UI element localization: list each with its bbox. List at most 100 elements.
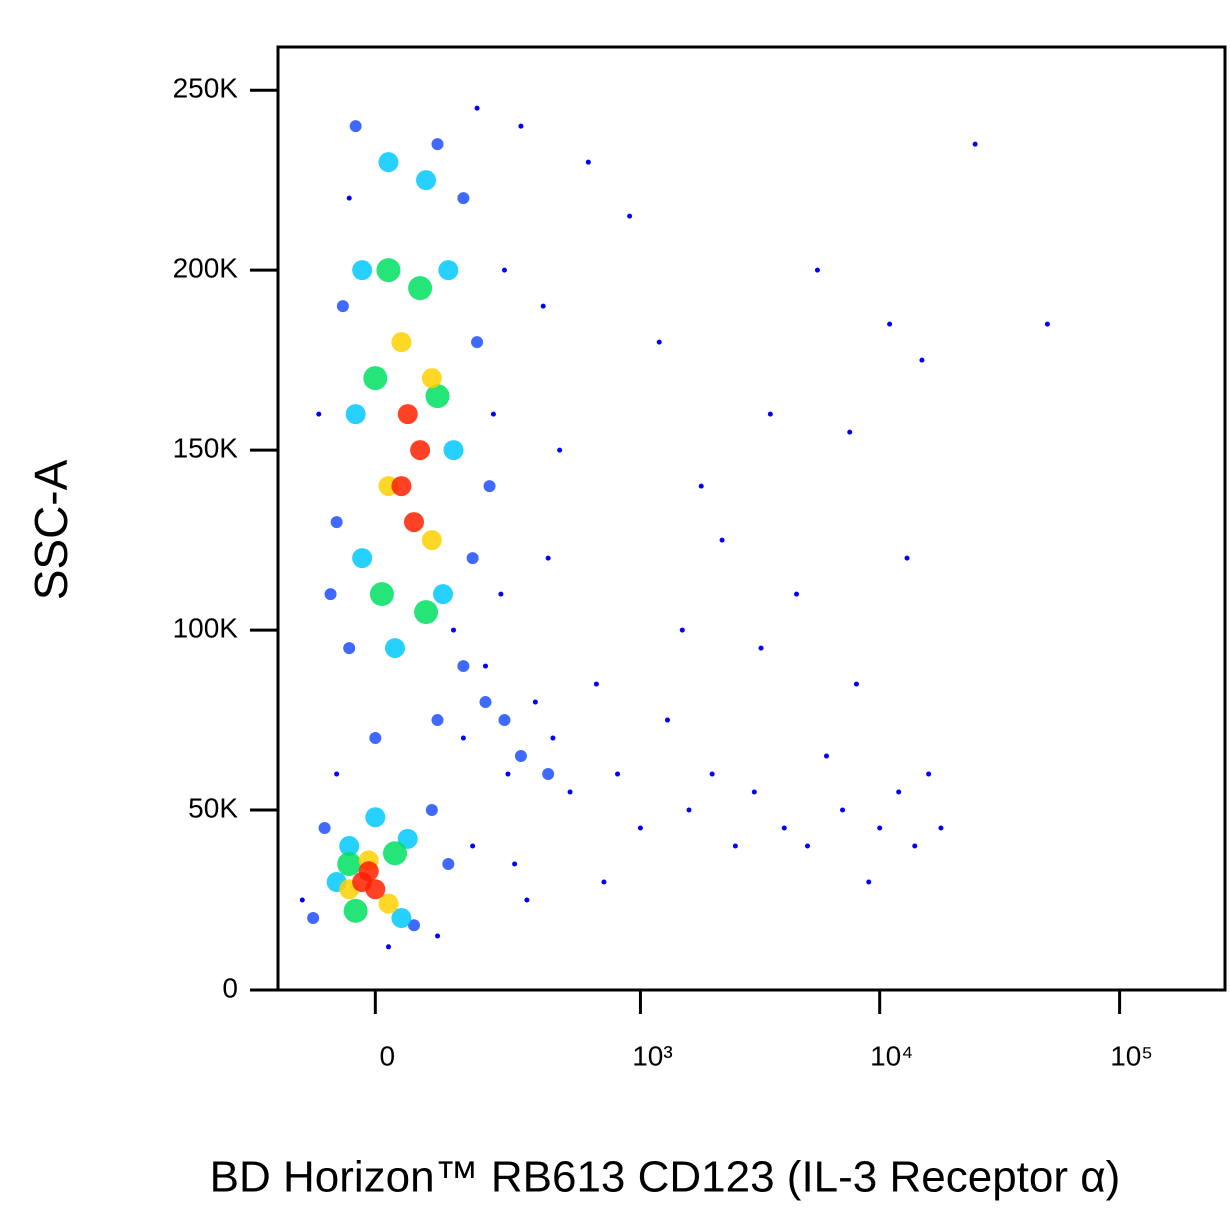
data-point bbox=[698, 483, 704, 489]
data-point bbox=[557, 447, 563, 453]
data-point bbox=[679, 627, 685, 633]
data-point bbox=[471, 336, 484, 349]
data-point bbox=[460, 735, 466, 741]
x-axis-label: BD Horizon™ RB613 CD123 (IL-3 Receptor α… bbox=[210, 1153, 1121, 1202]
data-point bbox=[346, 195, 352, 201]
data-point bbox=[518, 123, 524, 129]
data-point bbox=[343, 642, 356, 655]
data-point bbox=[339, 836, 360, 857]
data-point bbox=[416, 170, 437, 191]
data-point bbox=[805, 843, 811, 849]
data-point bbox=[656, 339, 662, 345]
data-point bbox=[887, 321, 893, 327]
data-point bbox=[421, 368, 442, 389]
data-point bbox=[442, 858, 455, 871]
data-point bbox=[1044, 321, 1050, 327]
data-point bbox=[382, 841, 407, 866]
data-point bbox=[425, 384, 450, 409]
data-point bbox=[926, 771, 932, 777]
data-point bbox=[330, 516, 343, 529]
data-point bbox=[407, 919, 420, 932]
data-point bbox=[972, 141, 978, 147]
plot-frame bbox=[276, 45, 1227, 992]
data-point bbox=[397, 404, 418, 425]
data-point bbox=[505, 771, 511, 777]
y-tick-label: 0 bbox=[222, 972, 238, 1003]
y-tick-label: 100K bbox=[173, 612, 239, 643]
data-point bbox=[369, 582, 394, 607]
data-point bbox=[593, 681, 599, 687]
data-point bbox=[814, 267, 820, 273]
data-point bbox=[498, 591, 504, 597]
data-point bbox=[938, 825, 944, 831]
y-tick-label: 150K bbox=[173, 433, 239, 464]
data-point bbox=[474, 105, 480, 111]
data-point bbox=[567, 789, 573, 795]
data-point bbox=[866, 879, 872, 885]
data-point bbox=[719, 537, 725, 543]
data-point bbox=[403, 512, 424, 533]
data-point bbox=[336, 300, 349, 313]
data-point bbox=[545, 555, 551, 561]
data-point bbox=[466, 552, 479, 565]
data-point bbox=[758, 645, 764, 651]
data-point bbox=[391, 476, 412, 497]
data-point bbox=[847, 429, 853, 435]
y-axis-label: SSC-A bbox=[25, 459, 77, 600]
data-point bbox=[501, 267, 507, 273]
data-point bbox=[431, 138, 444, 151]
data-point bbox=[352, 260, 373, 281]
data-point bbox=[438, 260, 459, 281]
data-point bbox=[919, 357, 925, 363]
data-point bbox=[369, 732, 382, 745]
data-point bbox=[397, 828, 418, 849]
data-point bbox=[443, 440, 464, 461]
data-point bbox=[352, 548, 373, 569]
data-point bbox=[479, 696, 492, 709]
data-point bbox=[391, 332, 412, 353]
data-point bbox=[686, 807, 692, 813]
data-point bbox=[794, 591, 800, 597]
data-point bbox=[384, 638, 405, 659]
data-point bbox=[363, 366, 388, 391]
data-point bbox=[585, 159, 591, 165]
data-point bbox=[457, 192, 470, 205]
data-point bbox=[498, 714, 511, 727]
data-point bbox=[337, 852, 362, 877]
data-point bbox=[435, 933, 441, 939]
data-point bbox=[358, 861, 379, 882]
data-point bbox=[414, 600, 439, 625]
data-point bbox=[324, 588, 337, 601]
data-point bbox=[542, 768, 555, 781]
data-point bbox=[425, 804, 438, 817]
data-point bbox=[896, 789, 902, 795]
data-point bbox=[912, 843, 918, 849]
data-point bbox=[307, 912, 320, 925]
data-point bbox=[451, 627, 457, 633]
data-point bbox=[823, 753, 829, 759]
data-point bbox=[378, 152, 399, 173]
data-point bbox=[432, 584, 453, 605]
data-point bbox=[391, 908, 412, 929]
y-tick-label: 50K bbox=[188, 792, 238, 823]
data-point bbox=[345, 404, 366, 425]
data-point bbox=[767, 411, 773, 417]
data-point bbox=[378, 893, 399, 914]
data-point bbox=[665, 717, 671, 723]
data-point bbox=[299, 897, 305, 903]
data-point bbox=[524, 897, 530, 903]
data-point bbox=[709, 771, 715, 777]
y-tick-label: 250K bbox=[173, 73, 239, 104]
data-point bbox=[318, 822, 331, 835]
data-point bbox=[483, 480, 496, 493]
data-point bbox=[385, 944, 391, 950]
x-tick-label: 10⁵ bbox=[1110, 1040, 1153, 1071]
data-point bbox=[482, 663, 488, 669]
data-point bbox=[365, 879, 386, 900]
data-point bbox=[732, 843, 738, 849]
data-point bbox=[365, 807, 386, 828]
data-point bbox=[470, 843, 476, 849]
data-point bbox=[853, 681, 859, 687]
data-point bbox=[751, 789, 757, 795]
